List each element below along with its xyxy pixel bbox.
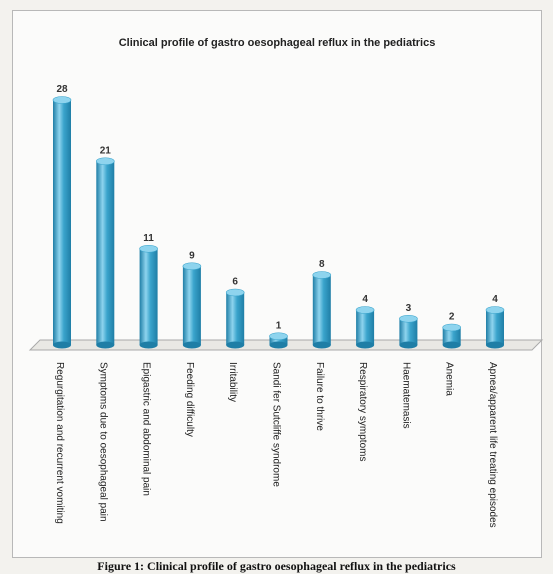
category-label-4: Irritability [227, 362, 238, 402]
category-label-5: Sandi fer Sutcliffe syndrome [271, 362, 282, 487]
category-label-1: Symptoms due to oesophageal pain [97, 362, 108, 522]
category-label-10: Apnea/apparent life treating episodes [487, 362, 498, 528]
data-label-8: 3 [406, 303, 412, 314]
bar-6 [312, 271, 332, 349]
category-label-9: Anemia [444, 362, 455, 396]
bar-9 [442, 323, 462, 349]
data-label-5: 1 [276, 320, 282, 331]
figure-caption: Figure 1: Clinical profile of gastro oes… [97, 559, 456, 573]
bar-7 [355, 306, 375, 349]
category-label-6: Failure to thrive [314, 362, 325, 431]
bar-8 [399, 314, 418, 349]
category-label-7: Respiratory symptoms [357, 362, 368, 461]
data-label-0: 28 [56, 84, 68, 95]
bar-1 [96, 157, 115, 349]
bar-0 [52, 96, 72, 349]
data-label-6: 8 [319, 259, 325, 270]
data-label-1: 21 [100, 145, 112, 156]
data-label-3: 9 [189, 250, 195, 261]
category-label-8: Haematemasis [400, 362, 411, 429]
data-label-2: 11 [143, 233, 154, 244]
chart-title: Clinical profile of gastro oesophageal r… [118, 37, 436, 49]
bar-5 [269, 332, 288, 349]
bar-3 [182, 262, 202, 349]
bar-2 [139, 244, 158, 349]
data-label-7: 4 [362, 294, 368, 305]
data-label-4: 6 [232, 277, 238, 288]
data-label-9: 2 [449, 312, 455, 323]
category-label-3: Feeding difficulty [184, 362, 195, 437]
data-label-10: 4 [492, 294, 498, 305]
category-label-0: Regurgitation and recurrent vomiting [54, 362, 65, 524]
category-label-2: Epigastric and abdominal pain [141, 362, 152, 496]
bar-4 [225, 288, 245, 349]
bar-10 [485, 306, 505, 349]
